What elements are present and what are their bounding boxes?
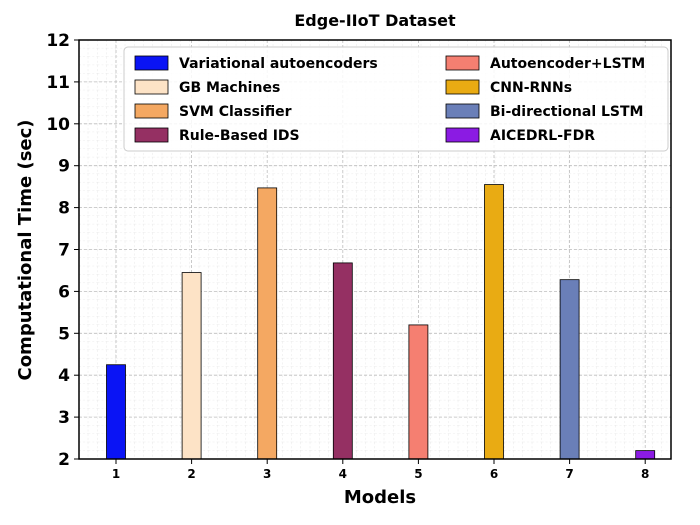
legend-swatch [445, 103, 480, 119]
y-tick-label: 10 [46, 115, 70, 135]
bar [484, 184, 504, 460]
x-axis: 1 2 3 4 5 6 7 8 [112, 459, 649, 481]
y-tick-label: 7 [58, 241, 70, 261]
bar [106, 364, 126, 460]
y-axis-label: Computational Time (sec) [15, 119, 36, 380]
x-tick-label: 3 [263, 467, 271, 481]
legend-swatch [134, 127, 169, 143]
x-tick-label: 1 [112, 467, 120, 481]
x-tick-label: 7 [565, 467, 573, 481]
x-tick-label: 4 [339, 467, 347, 481]
y-tick-label: 5 [58, 324, 70, 344]
x-axis-label: Models [344, 487, 416, 508]
legend-label: Variational autoencoders [179, 56, 378, 72]
legend-label: GB Machines [179, 80, 280, 96]
x-tick-label: 2 [187, 467, 195, 481]
y-tick-label: 11 [46, 73, 70, 93]
legend-label: AICEDRL-FDR [490, 128, 595, 144]
legend-swatch [134, 79, 169, 95]
y-tick-label: 3 [58, 408, 70, 428]
bar [181, 272, 202, 460]
legend-swatch [134, 103, 169, 119]
bar [559, 279, 580, 460]
y-tick-label: 6 [58, 282, 70, 302]
y-axis: 2 3 4 5 6 7 8 9 10 11 12 [46, 31, 79, 470]
bar [332, 262, 353, 460]
bar [257, 187, 278, 460]
x-tick-label: 8 [641, 467, 649, 481]
legend-label: CNN-RNNs [490, 80, 572, 96]
x-tick-label: 5 [414, 467, 422, 481]
x-tick-label: 6 [490, 467, 498, 481]
y-tick-label: 4 [58, 366, 70, 386]
legend-box [123, 46, 669, 152]
legend: Variational autoencoders GB Machines SVM C… [123, 46, 669, 152]
bar [635, 450, 656, 460]
y-tick-label: 9 [58, 157, 70, 177]
legend-label: Rule-Based IDS [179, 128, 300, 144]
legend-label: Bi-directional LSTM [490, 104, 643, 120]
y-tick-label: 8 [58, 199, 70, 219]
y-tick-label: 12 [46, 31, 70, 51]
legend-label: SVM Classifier [179, 104, 292, 120]
chart-title: Edge-IIoT Dataset [294, 11, 456, 30]
bar [408, 324, 429, 460]
y-tick-label: 2 [58, 450, 70, 470]
legend-swatch [134, 55, 169, 71]
legend-swatch [445, 127, 480, 143]
legend-label: Autoencoder+LSTM [490, 56, 645, 72]
legend-swatch [445, 79, 480, 95]
legend-swatch [445, 55, 480, 71]
